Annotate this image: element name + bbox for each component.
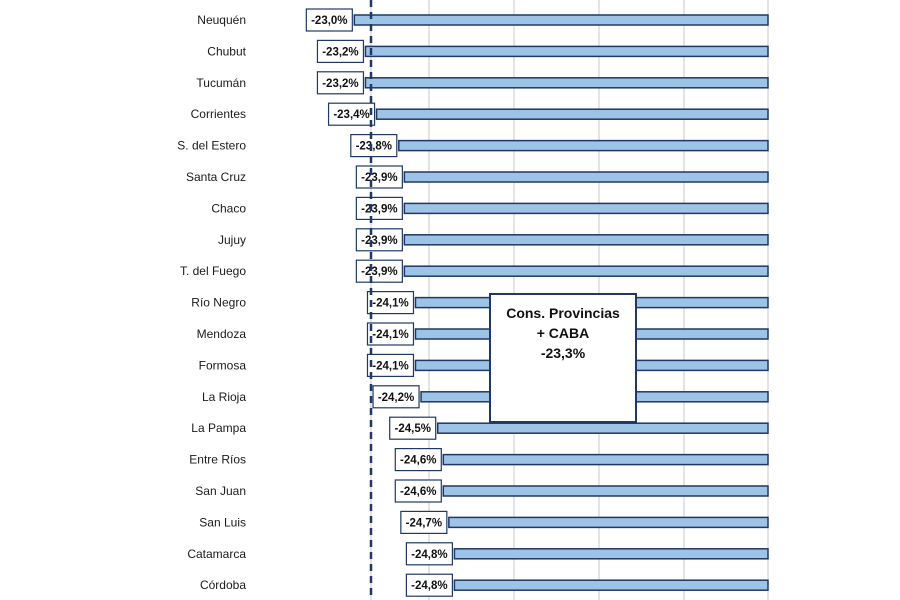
annotation-line-3: -23,3% [541,345,586,361]
category-label: Jujuy [218,233,246,247]
category-label: Santa Cruz [186,170,246,184]
value-label-box [366,291,415,315]
value-label: -23,9% [361,172,397,184]
bar [442,453,769,466]
annotation-frame [489,293,637,423]
value-label: -24,2% [378,392,414,404]
category-label: Chaco [211,201,246,215]
value-label-box [366,353,415,377]
value-label-box [350,134,398,158]
category-label: San Luis [199,515,246,529]
value-label-box [305,8,353,32]
value-label: -24,7% [406,517,442,529]
value-label: -24,8% [411,549,447,561]
value-label-box [405,542,453,566]
bar [403,234,769,246]
value-label: -23,2% [322,78,358,90]
value-label: -24,5% [395,423,431,435]
bar [442,485,769,497]
category-label: T. del Fuego [180,264,246,278]
bar [403,202,769,215]
bar [448,516,769,529]
value-label: -24,1% [372,360,408,372]
value-label-box [316,71,365,95]
category-label: La Rioja [202,390,246,404]
bar [375,108,769,120]
value-label-box [389,416,437,440]
value-label-box [394,448,442,472]
value-label: -24,8% [411,580,447,592]
value-label: -24,6% [400,486,436,498]
bar [403,265,769,277]
value-label-box [355,196,403,220]
value-label: -24,1% [372,298,408,310]
value-label-box [355,228,403,252]
category-label: Chubut [207,44,246,58]
category-label: Neuquén [197,13,246,27]
value-label-box [405,573,453,597]
bar [453,548,769,560]
category-label: Formosa [199,358,247,372]
bar [398,139,769,152]
annotation-box: Cons. Provincias + CABA -23,3% [489,293,637,423]
value-label-box [316,39,365,64]
category-label: San Juan [195,484,246,498]
value-label-box [372,385,420,409]
bar [453,579,769,591]
value-label: -24,1% [372,329,408,341]
annotation-line-1: Cons. Provincias [506,305,620,321]
value-label: -23,9% [361,266,397,278]
value-label-box [355,259,403,283]
bar [364,45,769,58]
category-label: Tucumán [196,76,246,90]
value-label-box [400,510,448,534]
value-label: -23,8% [356,141,392,153]
category-labels: Neuquén Chubut Tucumán Corrientes S. del Est… [177,13,246,592]
bar [403,171,769,183]
value-label-box [327,102,376,126]
category-label: La Pampa [191,421,246,435]
value-label-box [355,165,403,189]
value-label: -23,4% [333,109,369,121]
bar [436,422,769,434]
value-label: -23,9% [361,235,397,247]
category-label: Mendoza [197,327,247,341]
value-label: -24,6% [400,455,436,467]
annotation-line-2: + CABA [537,325,590,341]
value-label-box [394,479,442,503]
category-label: Córdoba [200,578,246,592]
value-label: -23,2% [322,46,358,58]
category-label: Catamarca [187,547,246,561]
value-label: -23,9% [361,203,397,215]
bar [364,77,769,89]
value-label: -23,0% [311,15,347,27]
bar [353,14,769,26]
category-label: Río Negro [191,296,246,310]
category-label: Entre Ríos [189,453,246,467]
value-label-box [366,322,415,346]
category-label: Corrientes [191,107,246,121]
category-label: S. del Estero [177,139,246,153]
